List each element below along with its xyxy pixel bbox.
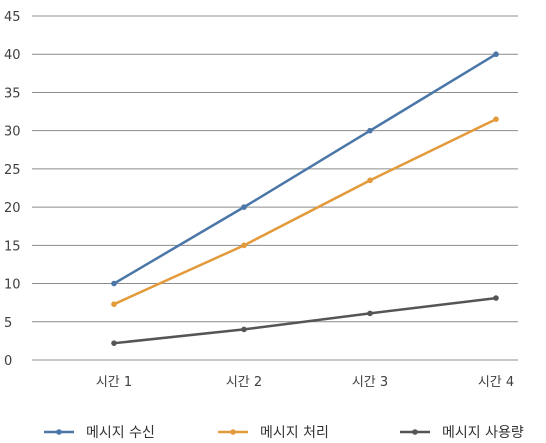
y-tick-label: 45 <box>4 10 21 25</box>
legend: 메시지 수신 메시지 처리 메시지 사용량 <box>44 425 524 441</box>
legend-label: 메시지 처리 <box>260 425 329 441</box>
legend-label: 메시지 사용량 <box>442 425 524 441</box>
y-tick-label: 15 <box>4 239 21 254</box>
x-tick-label: 시간 3 <box>352 375 388 390</box>
series-1-point-2 <box>241 204 247 210</box>
legend-label: 메시지 수신 <box>86 425 155 441</box>
series-lines <box>111 51 499 346</box>
series-1-point-4 <box>493 51 499 58</box>
y-tick-label: 0 <box>4 354 12 369</box>
series-3-point-4 <box>493 295 499 301</box>
series-3-point-1 <box>111 340 117 346</box>
series-3-point-2 <box>241 326 247 333</box>
legend-swatch-marker <box>56 429 62 435</box>
series-line-3 <box>113 296 497 345</box>
y-axis-ticks: 0 5 10 15 20 25 30 35 40 45 <box>4 10 21 369</box>
y-tick-label: 5 <box>4 316 12 331</box>
series-2-point-2 <box>241 242 247 249</box>
y-tick-label: 40 <box>4 48 21 63</box>
series-1-point-1 <box>111 280 117 287</box>
y-tick-label: 10 <box>4 278 21 293</box>
x-axis-ticks: 시간 1 시간 2 시간 3 시간 4 <box>96 375 514 390</box>
series-1-point-3 <box>367 127 373 134</box>
legend-swatch-marker <box>412 429 418 435</box>
series-2-point-4 <box>493 116 499 122</box>
series-2-point-3 <box>367 177 373 184</box>
legend-swatch-marker <box>230 429 236 435</box>
y-tick-label: 30 <box>4 125 21 140</box>
series-3-point-3 <box>367 310 373 317</box>
series-2-point-1 <box>111 301 117 307</box>
x-tick-label: 시간 1 <box>96 375 132 390</box>
y-tick-label: 25 <box>4 163 21 178</box>
y-tick-label: 20 <box>4 201 21 216</box>
y-tick-label: 35 <box>4 86 21 101</box>
x-tick-label: 시간 2 <box>226 375 262 390</box>
series-line-1 <box>113 53 497 285</box>
series-line-2 <box>113 118 497 306</box>
x-tick-label: 시간 4 <box>478 375 514 390</box>
